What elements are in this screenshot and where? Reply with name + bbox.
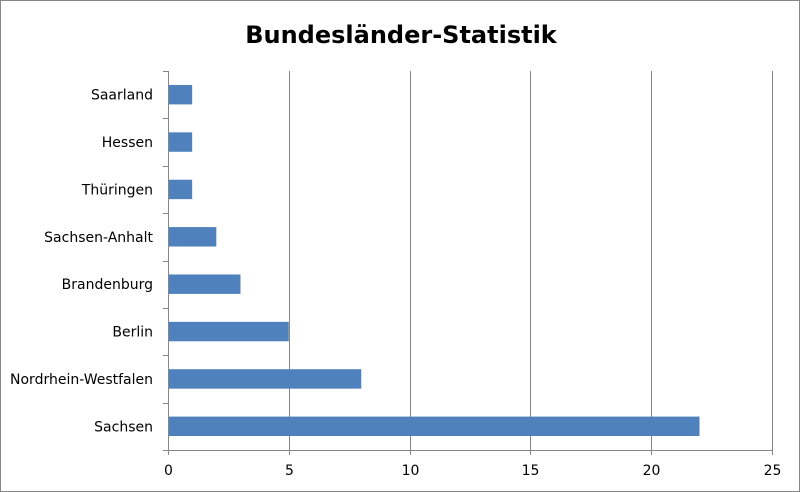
category-label: Sachsen [94, 419, 153, 435]
category-label: Saarland [91, 88, 153, 104]
x-tick-label: 20 [643, 463, 661, 479]
x-tick-label: 0 [164, 463, 173, 479]
tick-labels: 0 5 10 15 20 25 [164, 463, 781, 479]
bar-sachsen-anhalt [169, 227, 217, 247]
x-tick-label: 25 [764, 463, 782, 479]
bar-brandenburg [169, 274, 241, 294]
category-label: Thüringen [81, 182, 153, 198]
bars [169, 84, 700, 437]
category-label: Hessen [102, 135, 153, 151]
category-label: Nordrhein-Westfalen [10, 372, 153, 388]
x-tick-label: 5 [285, 463, 294, 479]
category-labels: Sachsen Nordrhein-Westfalen Berlin Brandenb… [10, 88, 153, 436]
chart-title: Bundesländer-Statistik [245, 21, 558, 49]
gridlines [289, 71, 773, 450]
axes [163, 71, 773, 455]
x-tick-label: 10 [402, 463, 420, 479]
category-label: Brandenburg [62, 277, 153, 293]
bar-sachsen [169, 416, 700, 437]
bar-hessen [169, 132, 193, 152]
bar-nordrhein-westfalen [169, 369, 362, 389]
x-tick-label: 15 [522, 463, 540, 479]
bar-saarland [169, 84, 193, 105]
category-label: Sachsen-Anhalt [44, 230, 153, 246]
bar-berlin [169, 321, 289, 342]
bar-th-ringen [169, 179, 193, 200]
category-label: Berlin [112, 325, 153, 341]
